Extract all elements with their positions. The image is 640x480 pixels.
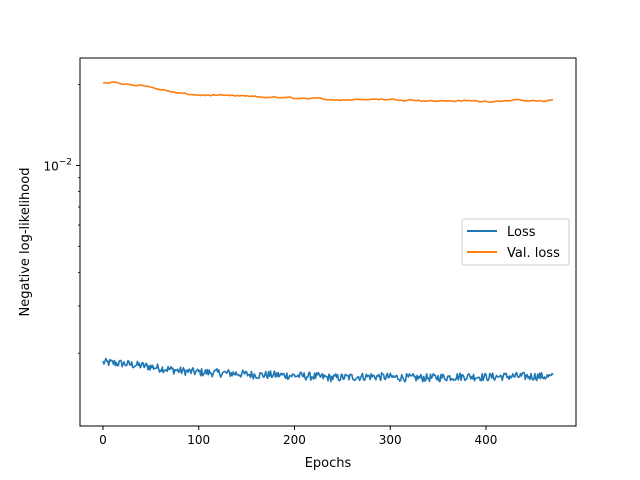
legend-label-val-loss: Val. loss <box>507 246 560 261</box>
legend: Loss Val. loss <box>461 218 570 266</box>
y-axis-ticks: 10−2 <box>43 84 80 354</box>
x-axis-label: Epochs <box>305 456 352 471</box>
y-axis-label: Negative log-likelihood <box>18 168 33 317</box>
x-tick-label: 100 <box>187 433 210 447</box>
legend-label-loss: Loss <box>507 225 536 240</box>
plot-frame <box>79 57 577 427</box>
x-tick-label: 0 <box>99 433 107 447</box>
x-tick-label: 400 <box>475 433 498 447</box>
plot-lines <box>102 81 554 383</box>
x-axis-ticks: 0 100 200 300 400 <box>99 426 497 447</box>
x-tick-label: 300 <box>379 433 402 447</box>
series-line-val-loss <box>102 81 554 104</box>
x-tick-label: 200 <box>283 433 306 447</box>
series-line-loss <box>102 357 554 383</box>
y-tick-label: 10−2 <box>43 157 72 173</box>
